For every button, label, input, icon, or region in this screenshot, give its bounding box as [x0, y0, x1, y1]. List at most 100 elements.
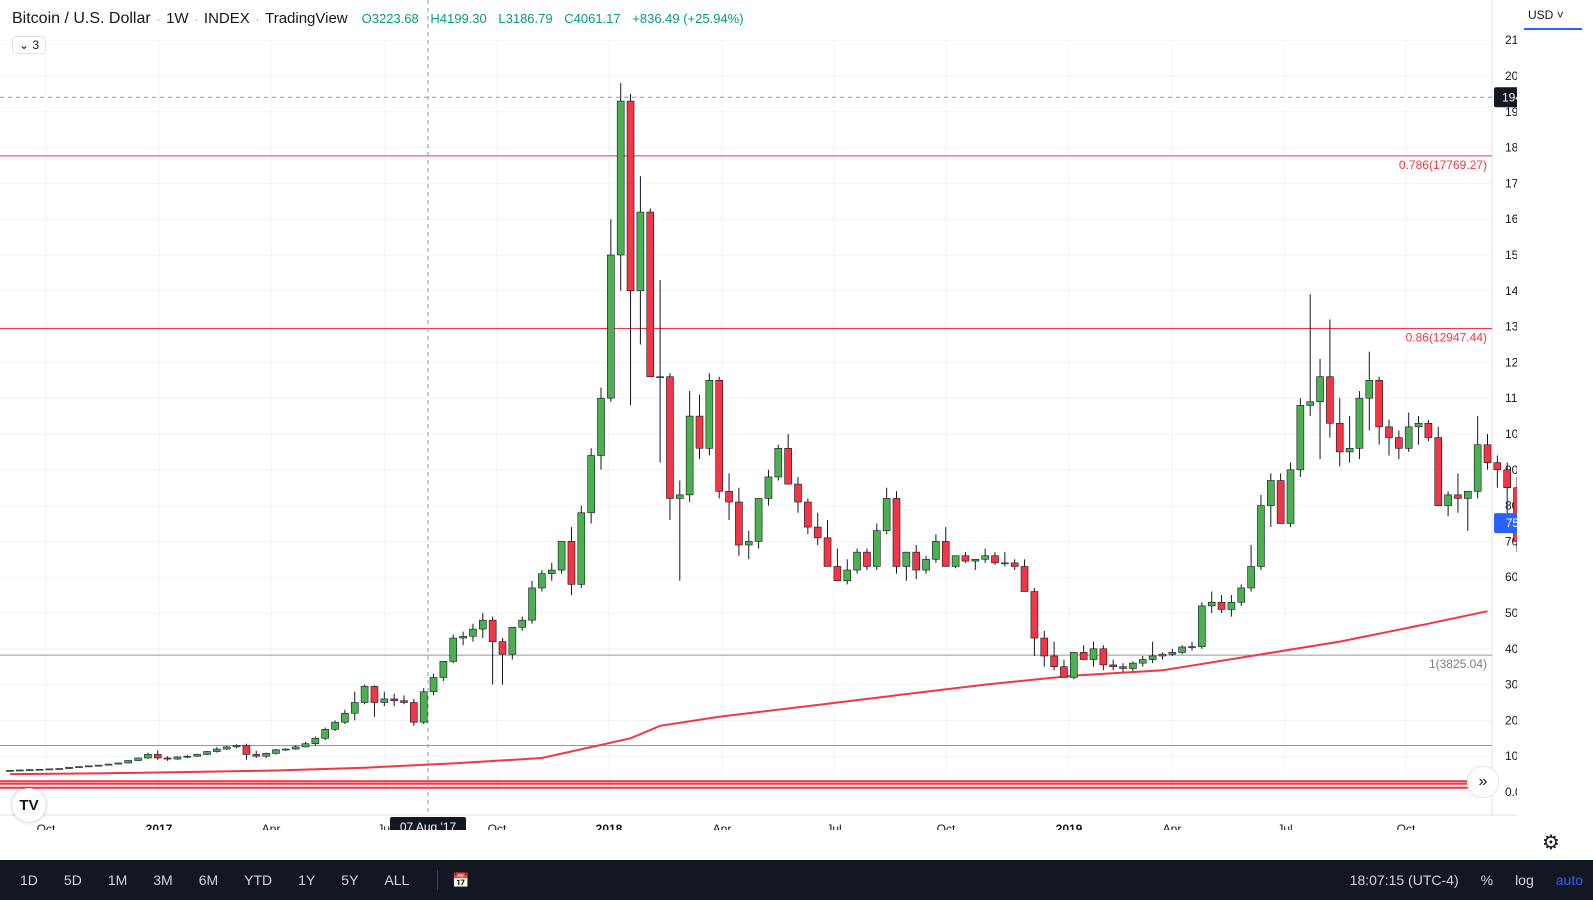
candle-body: [331, 721, 339, 730]
candle-body: [784, 448, 792, 485]
candle-body: [478, 619, 487, 630]
bottom-right-controls: 18:07:15 (UTC-4) % log auto: [1328, 872, 1583, 888]
chart-legend: Bitcoin / U.S. Dollar · 1W · INDEX · Tra…: [12, 10, 752, 28]
candle-body: [1345, 448, 1354, 453]
candle-body: [607, 254, 615, 399]
candle-body: [981, 555, 989, 560]
calendar-icon[interactable]: 📅: [452, 871, 470, 888]
price-chart[interactable]: 0.00 1000.00 2000.00 3000.00 4000.00 5000.00 6…: [0, 0, 1517, 830]
candle-body: [636, 211, 645, 292]
y-tick-label: 0.00: [1505, 785, 1517, 799]
x-tick-label: Oct: [937, 822, 956, 830]
y-tick-label: 21000.00: [1505, 33, 1517, 47]
x-tick-label: Apr: [713, 822, 732, 830]
candle-body: [557, 541, 566, 571]
range-button-3m[interactable]: 3M: [153, 872, 173, 888]
candle-body: [1404, 426, 1413, 449]
candle-body: [1395, 437, 1403, 449]
candle-body: [1316, 376, 1324, 403]
range-button-1y[interactable]: 1Y: [298, 872, 316, 888]
candle-body: [390, 698, 398, 702]
candle-body: [301, 743, 310, 748]
y-tick-label: 14000.00: [1505, 284, 1517, 298]
candle-body: [380, 698, 389, 703]
last-price-label: 7511.47: [1506, 516, 1517, 530]
interval-label[interactable]: 1W: [166, 10, 189, 27]
gear-icon[interactable]: ⚙: [1542, 832, 1560, 854]
candle-body: [163, 757, 172, 760]
candle-body: [774, 448, 783, 478]
log-toggle[interactable]: log: [1515, 872, 1534, 888]
y-tick-label: 2000.00: [1505, 713, 1517, 727]
close-value: C4061.17: [564, 11, 621, 26]
candle-body: [735, 501, 743, 546]
range-button-6m[interactable]: 6M: [198, 872, 219, 888]
x-tick-label: 2018: [596, 822, 623, 830]
y-tick-label: 16000.00: [1505, 212, 1517, 226]
candle-body: [1158, 653, 1167, 657]
y-tick-label: 19000.00: [1505, 105, 1517, 119]
candle-body: [1040, 637, 1049, 657]
bottom-toolbar: 1D 5D 1M 3M 6M YTD 1Y 5Y ALL 📅 18:07:15 …: [0, 860, 1593, 900]
candle-body: [1079, 652, 1088, 660]
clock-time[interactable]: 18:07:15 (UTC-4): [1349, 872, 1459, 888]
candle-body: [1257, 505, 1265, 567]
range-button-1d[interactable]: 1D: [20, 872, 38, 888]
range-button-5y[interactable]: 5Y: [341, 872, 359, 888]
range-button-5d[interactable]: 5D: [63, 872, 82, 888]
currency-button[interactable]: USD ˅: [1524, 8, 1582, 30]
auto-scale-toggle[interactable]: auto: [1555, 872, 1583, 888]
range-button-all[interactable]: ALL: [384, 872, 410, 888]
y-tick-label: 10000.00: [1505, 427, 1517, 441]
candle-body: [646, 211, 655, 378]
high-value: H4199.30: [430, 11, 487, 26]
crosshair-price-label: 19405.61: [1502, 90, 1517, 104]
candle-body: [370, 686, 379, 703]
candle-body: [951, 555, 960, 567]
scroll-to-realtime-button[interactable]: »: [1467, 766, 1499, 798]
candle-body: [429, 677, 438, 693]
chart-area[interactable]: 0.00 1000.00 2000.00 3000.00 4000.00 5000.00 6…: [0, 0, 1517, 830]
candle-body: [35, 768, 44, 771]
candle-body: [1493, 462, 1502, 471]
candle-body: [16, 769, 24, 772]
candle-body: [1385, 426, 1393, 438]
candle-body: [439, 661, 448, 678]
y-tick-label: 6000.00: [1505, 570, 1517, 584]
candle-body: [1454, 494, 1462, 499]
fib-level-label: 1(3825.04): [1429, 657, 1487, 671]
candle-body: [153, 754, 162, 759]
candle-body: [25, 769, 34, 771]
percent-toggle[interactable]: %: [1480, 872, 1494, 888]
candle-body: [1414, 422, 1423, 428]
candle-body: [213, 748, 221, 752]
candle-body: [932, 541, 940, 560]
candle-body: [203, 751, 211, 755]
double-chevron-right-icon: »: [1478, 773, 1488, 790]
change-value: +836.49 (+25.94%): [632, 11, 744, 26]
candle-body: [281, 748, 290, 751]
candle-body: [114, 762, 123, 765]
candle-body: [833, 566, 842, 582]
symbol-name[interactable]: Bitcoin / U.S. Dollar: [12, 10, 151, 27]
range-button-ytd[interactable]: YTD: [244, 872, 273, 888]
candle-body: [291, 746, 300, 750]
candle-body: [882, 498, 891, 531]
candle-body: [843, 569, 852, 582]
candle-body: [1129, 662, 1137, 669]
candle-body: [695, 415, 704, 449]
toolbar-divider: [437, 870, 439, 890]
candle-body: [1001, 562, 1009, 565]
candle-body: [410, 702, 418, 723]
candle-body: [1188, 646, 1196, 648]
candle-body: [1296, 405, 1305, 471]
candle-body: [1286, 469, 1295, 524]
tradingview-logo-icon[interactable]: TV: [12, 788, 46, 822]
candle-body: [341, 712, 349, 723]
candle-body: [45, 768, 54, 771]
candle-body: [1198, 605, 1206, 647]
candle-body: [754, 498, 763, 542]
indicators-toggle-button[interactable]: ⌄ 3: [12, 36, 47, 54]
candle-body: [922, 558, 930, 571]
range-button-1m[interactable]: 1M: [107, 872, 128, 888]
